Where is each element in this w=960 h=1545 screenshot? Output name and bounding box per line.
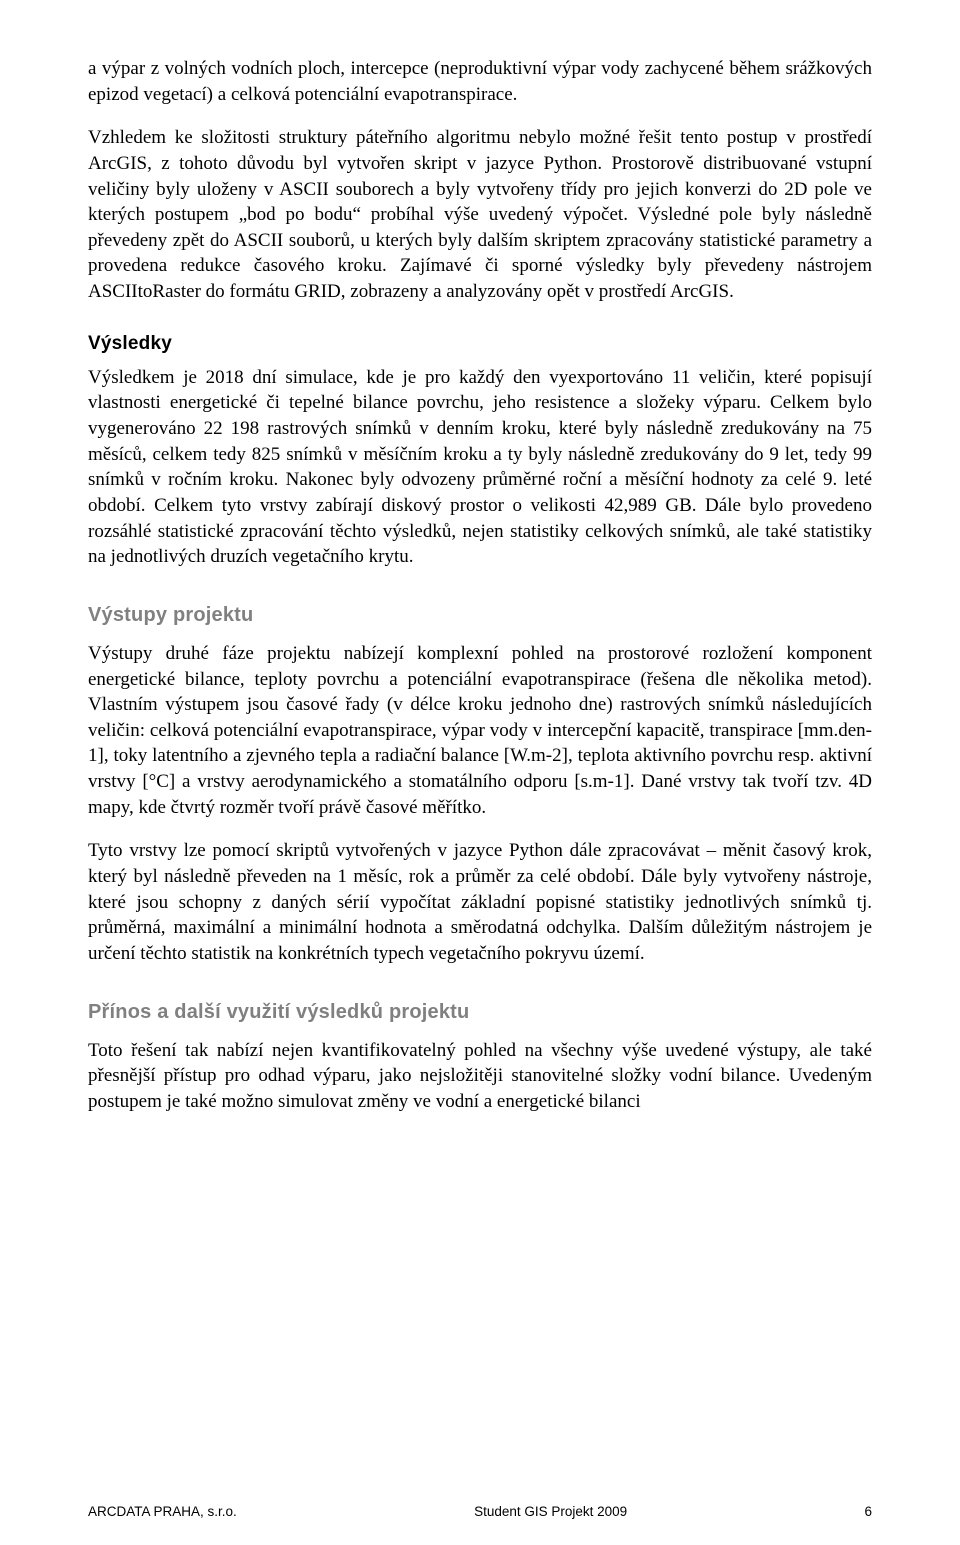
footer: ARCDATA PRAHA, s.r.o. Student GIS Projek…: [88, 1504, 872, 1519]
heading-vystupy: Výstupy projektu: [88, 604, 872, 627]
footer-left: ARCDATA PRAHA, s.r.o.: [88, 1504, 237, 1519]
page: a výpar z volných vodních ploch, interce…: [0, 0, 960, 1545]
paragraph-intro-2: Vzhledem ke složitosti struktury páteřní…: [88, 125, 872, 304]
paragraph-vystupy-1: Výstupy druhé fáze projektu nabízejí kom…: [88, 641, 872, 820]
footer-center: Student GIS Projekt 2009: [474, 1504, 627, 1519]
heading-vysledky: Výsledky: [88, 333, 872, 355]
paragraph-intro-1: a výpar z volných vodních ploch, interce…: [88, 56, 872, 107]
footer-page: 6: [864, 1504, 872, 1519]
heading-prinos: Přínos a další využití výsledků projektu: [88, 1001, 872, 1024]
paragraph-vystupy-2: Tyto vrstvy lze pomocí skriptů vytvořený…: [88, 838, 872, 966]
paragraph-vysledky: Výsledkem je 2018 dní simulace, kde je p…: [88, 365, 872, 570]
paragraph-prinos: Toto řešení tak nabízí nejen kvantifikov…: [88, 1038, 872, 1115]
